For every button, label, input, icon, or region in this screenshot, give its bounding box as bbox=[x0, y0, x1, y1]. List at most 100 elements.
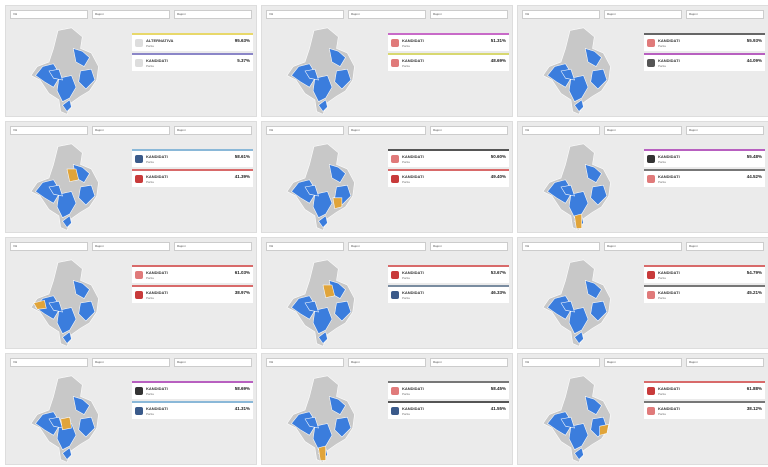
candidate-card[interactable]: ALTERNATIVA Partia 95.63% bbox=[132, 33, 253, 51]
municipality-region[interactable] bbox=[568, 423, 589, 450]
candidate-card[interactable]: KANDIDATI Partia 44.09% bbox=[644, 53, 765, 71]
municipality-region[interactable] bbox=[48, 184, 63, 197]
year-select[interactable]: Viti bbox=[10, 358, 88, 367]
candidate-card[interactable]: KANDIDATI Partia 48.69% bbox=[388, 53, 509, 71]
municipality-region[interactable] bbox=[304, 416, 319, 429]
year-select[interactable]: Viti bbox=[266, 358, 344, 367]
candidate-card[interactable]: KANDIDATI Partia 55.93% bbox=[644, 33, 765, 51]
municipality-region[interactable] bbox=[328, 48, 346, 67]
candidate-card[interactable]: KANDIDATI Partia 44.52% bbox=[644, 169, 765, 187]
region-select[interactable]: Rajoni bbox=[430, 10, 508, 19]
municipality-region[interactable] bbox=[574, 99, 584, 112]
region-select[interactable]: Rajoni bbox=[604, 10, 682, 19]
kosovo-map[interactable] bbox=[536, 258, 631, 348]
selected-municipality[interactable] bbox=[318, 445, 326, 461]
region-select[interactable]: Rajoni bbox=[686, 242, 764, 251]
municipality-region[interactable] bbox=[291, 295, 318, 320]
candidate-card[interactable]: KANDIDATI Partia 54.79% bbox=[644, 265, 765, 283]
year-select[interactable]: Viti bbox=[266, 242, 344, 251]
municipality-region[interactable] bbox=[568, 307, 589, 334]
region-select[interactable]: Rajoni bbox=[686, 126, 764, 135]
candidate-card[interactable]: KANDIDATI Partia 61.03% bbox=[132, 265, 253, 283]
candidate-card[interactable]: KANDIDATI Partia 58.45% bbox=[388, 381, 509, 399]
region-select[interactable]: Rajoni bbox=[174, 10, 252, 19]
candidate-card[interactable]: KANDIDATI Partia 50.60% bbox=[388, 149, 509, 167]
municipality-region[interactable] bbox=[78, 184, 96, 206]
year-select[interactable]: Viti bbox=[10, 126, 88, 135]
kosovo-map[interactable] bbox=[280, 258, 375, 348]
selected-municipality[interactable] bbox=[66, 168, 80, 182]
region-select[interactable]: Rajoni bbox=[92, 10, 170, 19]
region-select[interactable]: Rajoni bbox=[686, 358, 764, 367]
municipality-region[interactable] bbox=[547, 411, 574, 436]
kosovo-map[interactable] bbox=[24, 374, 119, 464]
kosovo-map[interactable] bbox=[24, 258, 119, 348]
municipality-region[interactable] bbox=[56, 423, 77, 450]
kosovo-map[interactable] bbox=[536, 26, 631, 116]
selected-municipality[interactable] bbox=[599, 424, 610, 436]
candidate-card[interactable]: KANDIDATI Partia 41.55% bbox=[388, 401, 509, 419]
region-select[interactable]: Rajoni bbox=[92, 242, 170, 251]
municipality-region[interactable] bbox=[312, 307, 333, 334]
candidate-card[interactable]: KANDIDATI Partia 58.69% bbox=[132, 381, 253, 399]
municipality-region[interactable] bbox=[334, 68, 352, 90]
municipality-region[interactable] bbox=[62, 447, 72, 460]
candidate-card[interactable]: KANDIDATI Partia 5.37% bbox=[132, 53, 253, 71]
municipality-region[interactable] bbox=[547, 179, 574, 204]
region-select[interactable]: Rajoni bbox=[348, 358, 426, 367]
municipality-region[interactable] bbox=[62, 215, 72, 228]
municipality-region[interactable] bbox=[78, 300, 96, 322]
municipality-region[interactable] bbox=[291, 179, 318, 204]
municipality-region[interactable] bbox=[62, 331, 72, 344]
kosovo-map[interactable] bbox=[280, 26, 375, 116]
kosovo-map[interactable] bbox=[280, 142, 375, 232]
municipality-region[interactable] bbox=[574, 447, 584, 460]
municipality-region[interactable] bbox=[35, 63, 62, 88]
municipality-region[interactable] bbox=[568, 75, 589, 102]
region-select[interactable]: Rajoni bbox=[348, 126, 426, 135]
municipality-region[interactable] bbox=[590, 68, 608, 90]
municipality-region[interactable] bbox=[48, 68, 63, 81]
municipality-region[interactable] bbox=[318, 331, 328, 344]
region-select[interactable]: Rajoni bbox=[174, 242, 252, 251]
municipality-region[interactable] bbox=[547, 295, 574, 320]
year-select[interactable]: Viti bbox=[522, 242, 600, 251]
selected-municipality[interactable] bbox=[322, 284, 336, 298]
region-select[interactable]: Rajoni bbox=[430, 242, 508, 251]
municipality-region[interactable] bbox=[560, 416, 575, 429]
selected-municipality[interactable] bbox=[332, 197, 343, 209]
municipality-region[interactable] bbox=[291, 63, 318, 88]
municipality-region[interactable] bbox=[56, 307, 77, 334]
region-select[interactable]: Rajoni bbox=[174, 126, 252, 135]
municipality-region[interactable] bbox=[78, 68, 96, 90]
municipality-region[interactable] bbox=[590, 300, 608, 322]
municipality-region[interactable] bbox=[318, 215, 328, 228]
municipality-region[interactable] bbox=[560, 300, 575, 313]
municipality-region[interactable] bbox=[334, 300, 352, 322]
region-select[interactable]: Rajoni bbox=[348, 10, 426, 19]
municipality-region[interactable] bbox=[62, 99, 72, 112]
municipality-region[interactable] bbox=[56, 191, 77, 218]
year-select[interactable]: Viti bbox=[522, 10, 600, 19]
candidate-card[interactable]: KANDIDATI Partia 38.97% bbox=[132, 285, 253, 303]
municipality-region[interactable] bbox=[584, 280, 602, 299]
municipality-region[interactable] bbox=[78, 416, 96, 438]
selected-municipality[interactable] bbox=[60, 416, 72, 431]
municipality-region[interactable] bbox=[547, 63, 574, 88]
year-select[interactable]: Viti bbox=[522, 126, 600, 135]
region-select[interactable]: Rajoni bbox=[174, 358, 252, 367]
municipality-region[interactable] bbox=[56, 75, 77, 102]
kosovo-map[interactable] bbox=[24, 142, 119, 232]
municipality-region[interactable] bbox=[584, 164, 602, 183]
municipality-region[interactable] bbox=[35, 411, 62, 436]
candidate-card[interactable]: KANDIDATI Partia 49.40% bbox=[388, 169, 509, 187]
municipality-region[interactable] bbox=[334, 416, 352, 438]
year-select[interactable]: Viti bbox=[10, 10, 88, 19]
candidate-card[interactable]: KANDIDATI Partia 61.88% bbox=[644, 381, 765, 399]
municipality-region[interactable] bbox=[328, 164, 346, 183]
municipality-region[interactable] bbox=[560, 68, 575, 81]
municipality-region[interactable] bbox=[72, 280, 90, 299]
selected-municipality[interactable] bbox=[33, 299, 47, 310]
municipality-region[interactable] bbox=[574, 331, 584, 344]
candidate-card[interactable]: KANDIDATI Partia 46.33% bbox=[388, 285, 509, 303]
